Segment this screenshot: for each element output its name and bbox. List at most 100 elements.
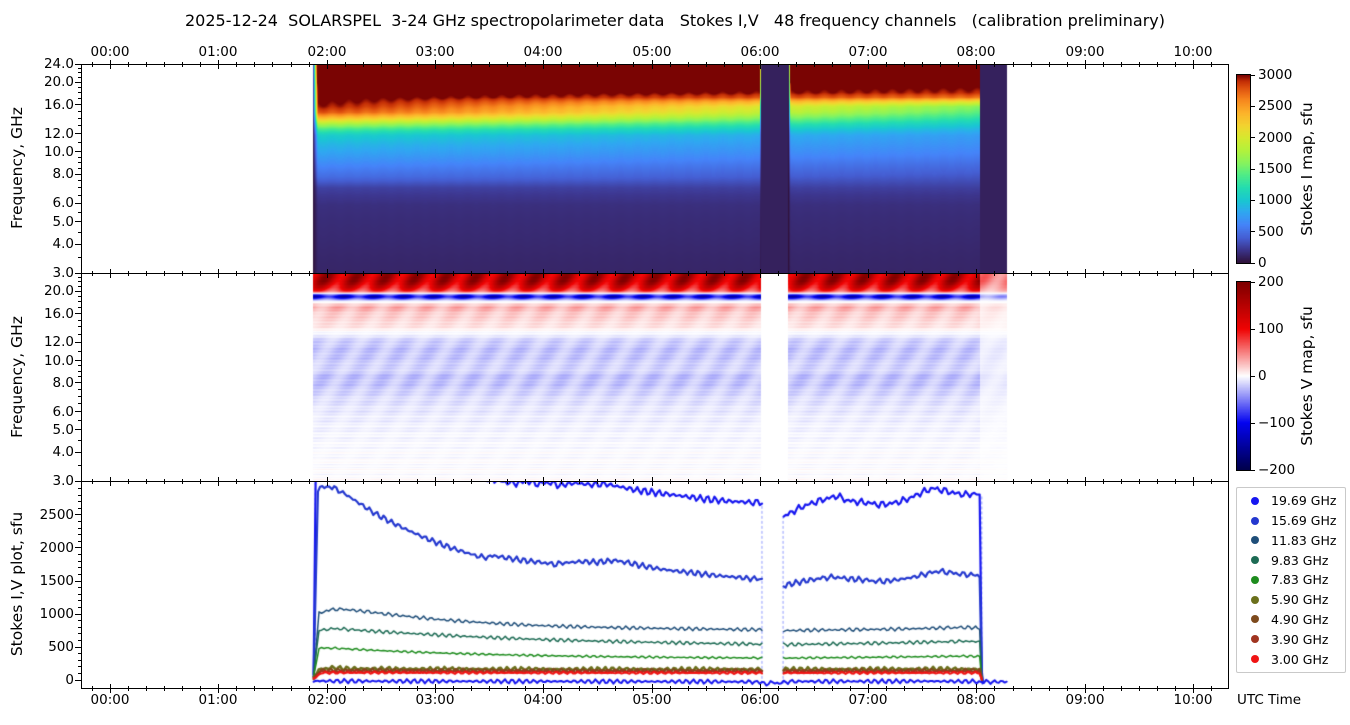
x-minor-tick [1175,61,1176,67]
legend-marker-icon [1251,595,1259,604]
x-minor-tick [399,270,400,276]
x-minor-tick [254,478,255,484]
cb2-tick [1251,328,1255,330]
x-minor-tick [1031,478,1032,484]
cb2-tick-label: −100 [1258,415,1296,431]
x-minor-tick [633,270,634,276]
freq-minor-tick [78,257,81,258]
freq-minor-tick [78,295,81,297]
x-minor-tick [128,685,129,691]
x-minor-tick [272,685,273,691]
x-minor-tick [92,270,93,276]
x-minor-tick [525,685,526,691]
legend-marker-icon [1251,635,1259,644]
x-major-tick [1193,268,1194,278]
cb1-tick [1251,105,1255,107]
x-minor-tick [363,685,364,691]
x-major-tick [435,683,436,693]
x-minor-tick [272,270,273,276]
x-minor-tick [778,478,779,484]
stokes-v-spectrogram [81,273,1229,481]
x-minor-tick [1049,61,1050,67]
freq-minor-tick [78,162,81,164]
x-minor-tick [272,61,273,67]
freq-tick-label: 5.0 [52,213,74,230]
freq-minor-tick [78,465,81,467]
x-minor-tick [182,685,183,691]
freq-major-tick [75,63,81,65]
x-minor-tick [597,478,598,484]
x-minor-tick [940,478,941,484]
x-minor-tick [615,478,616,484]
legend-marker-icon [1251,536,1259,545]
legend-entry: 19.69 GHz [1237,492,1345,510]
x-minor-tick [1139,270,1140,276]
freq-minor-tick [78,350,81,352]
x-minor-tick [940,685,941,691]
x-minor-tick [706,61,707,67]
sfu-major-tick [75,580,81,582]
freq-major-tick [75,382,81,384]
x-minor-tick [922,685,923,691]
x-minor-tick [345,270,346,276]
sfu-minor-tick [78,659,81,661]
freq-tick-label: 12.0 [43,125,74,142]
x-major-tick [435,59,436,69]
sfu-minor-tick [78,639,81,641]
legend-label: 4.90 GHz [1271,611,1329,627]
x-minor-tick [561,478,562,484]
cb2-tick-label: 200 [1258,274,1284,290]
x-major-tick [760,683,761,693]
figure-title: 2025-12-24 SOLARSPEL 3-24 GHz spectropol… [185,11,1165,30]
x-minor-tick [381,478,382,484]
legend-label: 3.00 GHz [1271,651,1329,667]
freq-minor-tick [78,319,81,321]
x-minor-tick [724,478,725,484]
x-minor-tick [1121,685,1122,691]
x-major-tick [868,268,869,278]
x-major-tick [652,268,653,278]
cb2-tick [1251,469,1255,471]
freq-major-tick [75,202,81,204]
x-minor-tick [471,61,472,67]
x-minor-tick [399,61,400,67]
x-minor-tick [363,478,364,484]
x-minor-tick [922,270,923,276]
x-major-tick [1085,476,1086,486]
x-major-tick [327,59,328,69]
x-major-tick [976,268,977,278]
cb1-tick [1251,199,1255,201]
sfu-minor-tick [78,587,81,589]
x-minor-tick [778,685,779,691]
stokes-i-colorbar [1237,75,1250,263]
x-minor-tick [1049,270,1050,276]
x-major-tick [327,268,328,278]
x-minor-tick [272,478,273,484]
x-minor-tick [688,685,689,691]
x-minor-tick [471,270,472,276]
freq-minor-tick [78,301,81,303]
legend-marker-icon [1251,615,1259,624]
x-major-tick [1193,683,1194,693]
freq-minor-tick [78,403,81,405]
legend-entry: 5.90 GHz [1237,591,1345,609]
freq-major-tick [75,341,81,343]
time-tick-label-bottom: 10:00 [1173,692,1213,708]
x-minor-tick [886,478,887,484]
x-minor-tick [363,61,364,67]
x-minor-tick [1049,685,1050,691]
x-major-tick [543,268,544,278]
x-minor-tick [1175,270,1176,276]
x-minor-tick [958,270,959,276]
x-minor-tick [706,270,707,276]
freq-major-tick [75,133,81,135]
freq-minor-tick [78,376,81,378]
x-minor-tick [814,270,815,276]
x-minor-tick [688,478,689,484]
sfu-minor-tick [78,573,81,575]
x-minor-tick [778,61,779,67]
legend-label: 19.69 GHz [1271,493,1337,509]
freq-minor-tick [78,180,81,182]
x-minor-tick [706,478,707,484]
